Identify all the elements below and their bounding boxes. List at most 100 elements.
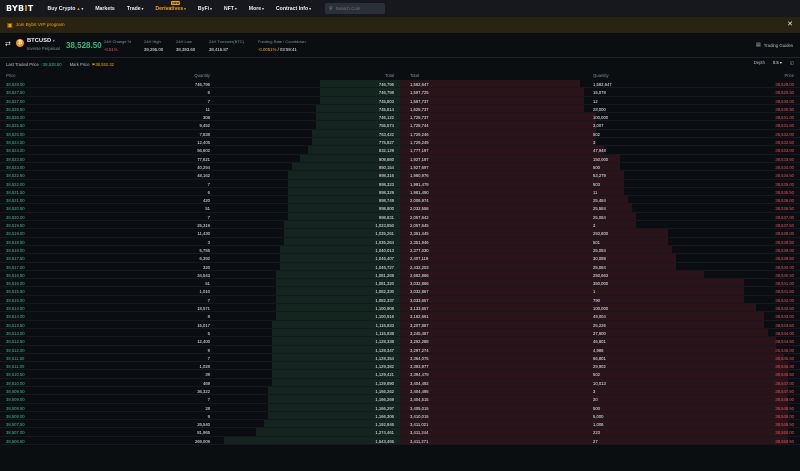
price-cell[interactable]: 38,515.50: [6, 289, 25, 295]
price-cell[interactable]: 38,546.50: [775, 372, 794, 378]
price-cell[interactable]: 38,521.00: [6, 198, 25, 204]
expand-icon[interactable]: ◱: [790, 60, 794, 65]
bid-row[interactable]: 38,525.00 7,838 763,422: [0, 129, 400, 139]
search-input[interactable]: [335, 6, 380, 11]
ask-row[interactable]: 38,539.00 25,084 2,377,030: [400, 245, 800, 255]
bid-row[interactable]: 38,521.00 420 998,749: [0, 196, 400, 205]
price-cell[interactable]: 38,524.50: [6, 140, 25, 146]
ask-row[interactable]: 38,542.50 100,000 3,133,657: [400, 304, 800, 313]
price-cell[interactable]: 38,520.00: [6, 214, 25, 220]
bid-row[interactable]: 38,517.00 320 1,046,727: [0, 262, 400, 271]
price-cell[interactable]: 38,539.50: [775, 256, 794, 262]
ask-row[interactable]: 38,533.50 150,000 1,927,197: [400, 154, 800, 163]
ask-row[interactable]: 38,531.00 100,000 1,725,737: [400, 113, 800, 122]
vip-banner-link[interactable]: Join Bybit VIP program: [15, 22, 65, 28]
bid-row[interactable]: 38,510.00 469 1,129,890: [0, 378, 400, 387]
bid-row[interactable]: 38,519.50 25,319 1,023,850: [0, 221, 400, 230]
price-cell[interactable]: 38,513.00: [6, 330, 25, 336]
price-cell[interactable]: 38,550.00: [775, 430, 794, 436]
ask-row[interactable]: 38,542.00 790 3,033,657: [400, 295, 800, 305]
ask-row[interactable]: 38,541.00 350,000 3,032,866: [400, 279, 800, 288]
trading-guides-link[interactable]: ▤ Trading Guides: [756, 42, 793, 48]
bid-row[interactable]: 38,519.00 11,430 1,035,261: [0, 229, 400, 238]
price-cell[interactable]: 38,518.50: [6, 239, 25, 245]
ask-row[interactable]: 38,544.50 46,801 3,292,288: [400, 337, 800, 346]
bid-row[interactable]: 38,506.50 269,009 1,543,465: [0, 436, 400, 446]
price-cell[interactable]: 38,543.00: [775, 314, 794, 320]
price-cell[interactable]: 38,536.00: [775, 198, 794, 204]
ask-row[interactable]: 38,545.00 4,986 3,297,274: [400, 345, 800, 354]
price-cell[interactable]: 38,517.00: [6, 264, 25, 270]
bid-row[interactable]: 38,516.50 34,543 1,081,269: [0, 270, 400, 280]
ask-row[interactable]: 38,535.00 503 1,981,479: [400, 179, 800, 188]
price-cell[interactable]: 38,533.50: [775, 156, 794, 162]
price-cell[interactable]: 38,510.50: [6, 372, 25, 378]
price-cell[interactable]: 38,531.00: [775, 115, 794, 121]
price-cell[interactable]: 38,525.00: [6, 131, 25, 137]
price-cell[interactable]: 38,535.00: [775, 181, 794, 187]
bid-row[interactable]: 38,524.50 12,405 775,827: [0, 138, 400, 147]
bid-row[interactable]: 38,523.50 77,621 909,860: [0, 154, 400, 163]
ask-row[interactable]: 38,531.50 3,007 1,728,744: [400, 121, 800, 130]
price-cell[interactable]: 38,543.50: [775, 322, 794, 328]
price-cell[interactable]: 38,518.00: [6, 247, 25, 253]
ask-row[interactable]: 38,540.00 25,084 2,432,203: [400, 262, 800, 271]
bid-row[interactable]: 38,513.50 15,017 1,115,933: [0, 320, 400, 329]
ask-row[interactable]: 38,536.00 25,484 2,006,974: [400, 196, 800, 205]
price-cell[interactable]: 38,521.50: [6, 189, 25, 195]
price-cell[interactable]: 38,514.00: [6, 314, 25, 320]
price-cell[interactable]: 38,550.50: [775, 438, 794, 444]
price-cell[interactable]: 38,517.50: [6, 256, 25, 262]
nav-item-trade[interactable]: Trade ▾: [127, 6, 144, 12]
bid-row[interactable]: 38,523.00 40,294 950,154: [0, 162, 400, 172]
price-cell[interactable]: 38,546.00: [775, 364, 794, 370]
ask-row[interactable]: 38,546.50 502 3,394,479: [400, 370, 800, 379]
ask-row[interactable]: 38,537.50 3 2,057,645: [400, 221, 800, 230]
price-cell[interactable]: 38,525.50: [6, 123, 25, 129]
ask-row[interactable]: 38,544.00 37,600 3,245,487: [400, 328, 800, 338]
price-cell[interactable]: 38,519.50: [6, 223, 25, 229]
price-cell[interactable]: 38,545.50: [775, 355, 794, 361]
price-cell[interactable]: 38,516.00: [6, 281, 25, 287]
price-cell[interactable]: 38,526.00: [6, 115, 25, 121]
bid-row[interactable]: 38,516.00 51 1,081,320: [0, 279, 400, 288]
price-cell[interactable]: 38,509.00: [6, 397, 25, 403]
ask-row[interactable]: 38,535.50 11 1,981,490: [400, 187, 800, 197]
ask-row[interactable]: 38,537.00 25,084 2,057,642: [400, 212, 800, 222]
search-box[interactable]: ⚲: [324, 3, 385, 14]
nav-item-derivatives[interactable]: Derivatives ▾ NEW: [155, 0, 186, 12]
price-cell[interactable]: 38,527.00: [6, 98, 25, 104]
ask-row[interactable]: 38,533.00 47,948 1,777,197: [400, 146, 800, 155]
price-cell[interactable]: 38,511.00: [6, 364, 25, 370]
bid-row[interactable]: 38,526.50 11 745,814: [0, 104, 400, 114]
bid-row[interactable]: 38,528.00 746,795 746,795: [0, 80, 400, 89]
price-cell[interactable]: 38,532.50: [775, 140, 794, 146]
price-cell[interactable]: 38,528.00: [6, 82, 25, 87]
ask-row[interactable]: 38,539.50 30,089 2,407,119: [400, 254, 800, 263]
price-cell[interactable]: 38,530.50: [775, 106, 794, 112]
price-cell[interactable]: 38,536.50: [775, 206, 794, 212]
symbol-selector[interactable]: BTCUSD ▾: [27, 38, 55, 44]
ask-row[interactable]: 38,543.50 25,226 3,207,887: [400, 320, 800, 329]
ask-row[interactable]: 38,548.00 20 3,404,515: [400, 395, 800, 404]
bid-row[interactable]: 38,512.00 9 1,128,347: [0, 345, 400, 354]
bid-row[interactable]: 38,517.50 6,392 1,046,407: [0, 254, 400, 263]
price-cell[interactable]: 38,520.50: [6, 206, 25, 212]
price-cell[interactable]: 38,512.50: [6, 339, 25, 345]
ask-row[interactable]: 38,534.50 53,279 1,980,976: [400, 171, 800, 180]
bid-row[interactable]: 38,522.50 48,162 998,316: [0, 171, 400, 180]
depth-select[interactable]: 0.5 ▾: [773, 60, 782, 65]
price-cell[interactable]: 38,507.50: [6, 422, 25, 428]
price-cell[interactable]: 38,534.00: [775, 164, 794, 170]
price-cell[interactable]: 38,522.50: [6, 173, 25, 179]
ask-row[interactable]: 38,532.50 3 1,729,249: [400, 138, 800, 147]
bid-row[interactable]: 38,514.00 8 1,100,916: [0, 312, 400, 321]
bid-row[interactable]: 38,507.00 81,965 1,274,461: [0, 428, 400, 437]
price-cell[interactable]: 38,537.00: [775, 214, 794, 220]
price-cell[interactable]: 38,524.00: [6, 148, 25, 154]
price-cell[interactable]: 38,540.00: [775, 264, 794, 270]
price-cell[interactable]: 38,538.50: [775, 239, 794, 245]
bybit-logo[interactable]: BYBIT: [6, 4, 34, 13]
price-cell[interactable]: 38,529.00: [775, 82, 794, 87]
ask-row[interactable]: 38,530.00 12 1,597,737: [400, 96, 800, 105]
